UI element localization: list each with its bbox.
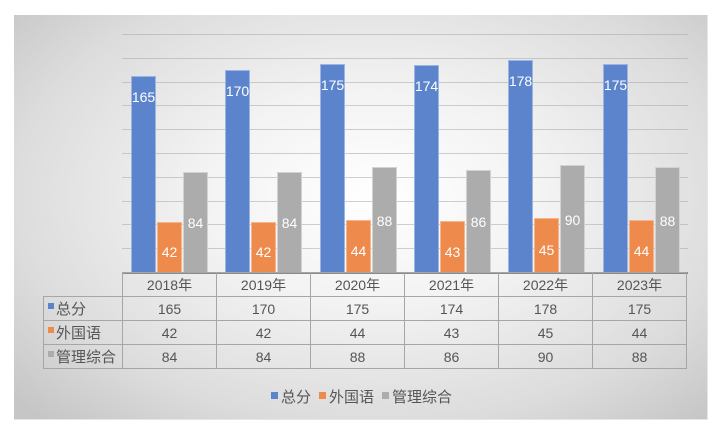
bar-total: 175 [603,64,628,272]
table-cell: 44 [310,320,405,345]
data-label: 42 [255,244,272,260]
table-row: 总分 165 170 175 174 178 175 [43,296,687,321]
table-cell: 175 [310,296,405,321]
gridline [122,177,688,178]
bar-foreign-language: 42 [157,222,182,272]
legend-label: 总分 [280,389,311,406]
table-row-header: 总分 [43,296,123,321]
data-label: 43 [444,244,461,260]
table-cell: 86 [404,344,499,369]
bar-total: 174 [414,65,439,272]
gridline [122,224,688,225]
legend-swatch-icon [318,392,326,399]
legend-key-icon [48,303,54,309]
table-row: 外国语 42 42 44 43 45 44 [43,320,687,345]
table-cell: 42 [122,320,217,345]
legend-key-icon [48,327,54,333]
bar-total: 178 [508,60,533,272]
row-label: 外国语 [56,325,102,342]
table-corner-cell [43,272,123,297]
data-label: 165 [131,89,156,105]
table-cell: 175 [592,296,687,321]
bar-foreign-language: 43 [440,221,465,272]
table-cell: 165 [122,296,217,321]
table-row: 管理综合 84 84 88 86 90 88 [43,344,687,369]
table-cell: 84 [216,344,311,369]
gridline [122,129,688,130]
data-label: 42 [161,244,178,260]
bar-management: 84 [277,172,302,272]
legend-label: 外国语 [328,389,374,406]
bar-foreign-language: 45 [534,218,559,272]
bar-total: 175 [320,64,345,272]
table-row-header: 管理综合 [43,344,123,369]
legend-item: 管理综合 [382,386,452,407]
legend: 总分 外国语 管理综合 [0,386,723,407]
gridline [122,105,688,106]
table-header-cell: 2018年 [122,272,217,297]
bar-management: 88 [372,167,397,272]
data-table: 2018年 2019年 2020年 2021年 2022年 2023年 总分 165 170 1… [43,272,687,369]
data-label: 88 [376,213,393,229]
table-cell: 174 [404,296,499,321]
data-label: 44 [350,243,367,259]
table-cell: 88 [310,344,405,369]
table-header-cell: 2019年 [216,272,311,297]
legend-key-icon [48,351,54,357]
bar-management: 86 [466,170,491,272]
table-cell: 88 [592,344,687,369]
gridline [122,248,688,249]
data-label: 175 [320,77,345,93]
bar-total: 165 [131,76,156,272]
table-header-cell: 2023年 [592,272,687,297]
table-cell: 42 [216,320,311,345]
data-label: 90 [564,212,581,228]
table-header-cell: 2022年 [498,272,593,297]
bar-management: 84 [183,172,208,272]
table-cell: 45 [498,320,593,345]
gridline [122,153,688,154]
table-cell: 178 [498,296,593,321]
data-label: 178 [508,73,533,89]
data-label: 174 [414,78,439,94]
table-cell: 43 [404,320,499,345]
table-header-cell: 2021年 [404,272,499,297]
legend-item: 外国语 [318,386,374,407]
legend-swatch-icon [270,392,278,399]
legend-label: 管理综合 [392,389,453,406]
bar-total: 170 [225,70,250,272]
data-label: 84 [281,215,298,231]
bar-foreign-language: 42 [251,222,276,272]
data-label: 45 [538,242,555,258]
data-label: 86 [470,214,487,230]
gridline [122,34,688,35]
plot-area: 165 42 84 170 42 84 175 44 88 174 43 86 178 45 90 175 44… [122,34,688,274]
legend-item: 总分 [270,386,311,407]
bar-management: 90 [560,165,585,272]
table-cell: 170 [216,296,311,321]
bar-foreign-language: 44 [346,220,371,272]
data-label: 84 [187,215,204,231]
data-label: 175 [603,77,628,93]
table-cell: 90 [498,344,593,369]
legend-swatch-icon [382,392,389,399]
gridline [122,82,688,83]
bar-management: 88 [655,167,680,272]
data-label: 44 [633,243,650,259]
table-cell: 84 [122,344,217,369]
gridline [122,58,688,59]
data-label: 170 [225,83,250,99]
table-row-header: 外国语 [43,320,123,345]
gridline [122,201,688,202]
data-label: 88 [659,213,676,229]
table-cell: 44 [592,320,687,345]
table-header-row: 2018年 2019年 2020年 2021年 2022年 2023年 [43,272,687,297]
bar-foreign-language: 44 [629,220,654,272]
table-header-cell: 2020年 [310,272,405,297]
row-label: 管理综合 [56,349,117,366]
row-label: 总分 [56,301,87,318]
